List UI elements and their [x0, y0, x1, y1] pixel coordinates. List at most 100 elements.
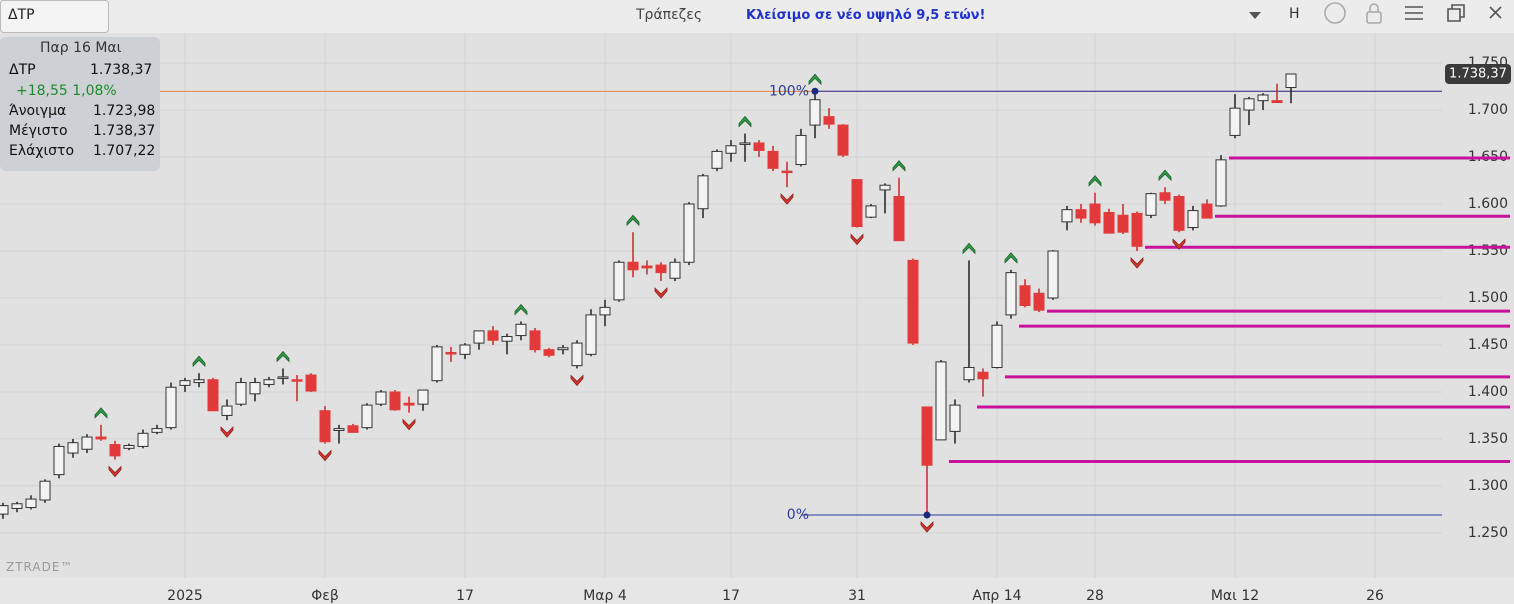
fib-label: 0% [787, 507, 809, 523]
candle-body [389, 391, 401, 411]
close-icon[interactable] [1489, 6, 1502, 19]
symbol-box[interactable] [0, 0, 109, 33]
candle-body [893, 196, 905, 242]
candle-body [949, 404, 961, 432]
candle-body [487, 330, 499, 341]
candle-body [627, 261, 639, 271]
buy-signal [192, 355, 206, 368]
candle-body [669, 261, 681, 279]
candle-body [1117, 214, 1129, 233]
buy-signal [738, 115, 752, 128]
x-tick-label: 31 [848, 588, 866, 604]
watermark: ZTRADE™ [6, 560, 74, 574]
buy-signal [94, 407, 108, 419]
candle-body [739, 142, 751, 145]
candle-body [459, 344, 471, 355]
candle-body [963, 367, 975, 381]
sell-signal [654, 287, 668, 299]
candle-body [179, 380, 191, 386]
quote-icon[interactable] [1324, 2, 1346, 24]
candle-body [1103, 211, 1115, 234]
sell-signal [318, 449, 332, 462]
candle-body [1285, 73, 1297, 89]
fib-label: 100% [769, 83, 809, 99]
row-label: Ελάχιστο [9, 143, 75, 159]
candle-body [1271, 100, 1283, 104]
candle-body [81, 436, 93, 450]
candle-body [655, 264, 667, 274]
window-icon[interactable] [1447, 4, 1465, 22]
mode-button[interactable]: H [1289, 6, 1300, 22]
candle-body [1047, 250, 1059, 299]
candle-body [795, 134, 807, 166]
buy-signal [808, 73, 822, 86]
candle-body [977, 371, 989, 380]
headline: Κλείσιμο σε νέο υψηλό 9,5 ετών! [746, 8, 986, 23]
candle-body [1033, 292, 1045, 311]
candle-body [375, 391, 387, 405]
candle-body [1187, 210, 1199, 229]
candle-body [109, 444, 121, 457]
candle-body [1173, 196, 1185, 231]
menu-icon[interactable] [1405, 6, 1423, 20]
sell-signal [1172, 238, 1186, 250]
buy-signal [962, 242, 976, 255]
row-label: Άνοιγμα [9, 103, 67, 119]
row-value: 1.723,98 [93, 103, 156, 119]
candle-body [25, 498, 37, 509]
fib-anchor [923, 511, 931, 519]
y-tick-label: 1.300 [1468, 478, 1508, 494]
candle-body [193, 379, 205, 384]
candle-body [277, 376, 289, 379]
candle-body [53, 445, 65, 476]
toolbar-icons [1249, 2, 1502, 24]
candle-body [641, 265, 653, 269]
candle-body [165, 386, 177, 429]
candle-body [1131, 212, 1143, 247]
candle-body [543, 349, 555, 356]
candle-body [697, 175, 709, 210]
row-value: 1.707,22 [93, 143, 156, 159]
candle-body [753, 142, 765, 151]
info-panel: Παρ 16 Μαι ΔΤΡ 1.738,37 +18,55 1,08% Άνο… [0, 37, 160, 171]
candle-body [1075, 209, 1087, 219]
buy-signal [276, 350, 290, 363]
candle-body [67, 442, 79, 454]
candle-body [1061, 209, 1073, 223]
candle-body [361, 404, 373, 429]
y-tick-label: 1.500 [1468, 290, 1508, 306]
lock-icon[interactable] [1366, 11, 1382, 24]
x-tick-label: 17 [456, 588, 474, 604]
sell-signal [220, 426, 234, 438]
panel-change: +18,55 1,08% [16, 83, 117, 99]
y-tick-label: 1.400 [1468, 384, 1508, 400]
candle-body [557, 347, 569, 351]
candle-body [221, 405, 233, 416]
panel-date: Παρ 16 Μαι [40, 40, 122, 56]
price-tag [1445, 63, 1511, 84]
price-tag-label: 1.738,37 [1449, 66, 1507, 81]
fib-anchor [811, 87, 819, 95]
panel-last: 1.738,37 [90, 62, 153, 78]
candle-body [319, 410, 331, 443]
candle-body [907, 259, 919, 344]
candle-body [781, 170, 793, 174]
buy-signal [1004, 252, 1018, 264]
candle-body [991, 324, 1003, 369]
candle-body [711, 150, 723, 169]
sell-signal [850, 233, 864, 246]
candle-body [1215, 159, 1227, 207]
plot: 1.250 1.300 1.350 1.400 1.450 1.500 1.550 1.600… [0, 33, 1511, 604]
candle-body [137, 432, 149, 447]
symbol[interactable]: ΔΤΡ [8, 7, 35, 23]
candle-body [445, 351, 457, 355]
candle-body [501, 336, 513, 342]
dropdown-icon[interactable] [1249, 12, 1261, 19]
candle-body [305, 374, 317, 392]
sector: Τράπεζες [636, 7, 703, 23]
candle-body [1145, 193, 1157, 216]
x-tick-label: 28 [1086, 588, 1104, 604]
candle-body [1229, 107, 1241, 136]
candle-body [879, 184, 891, 191]
x-tick-label: Μαι 12 [1211, 588, 1259, 604]
